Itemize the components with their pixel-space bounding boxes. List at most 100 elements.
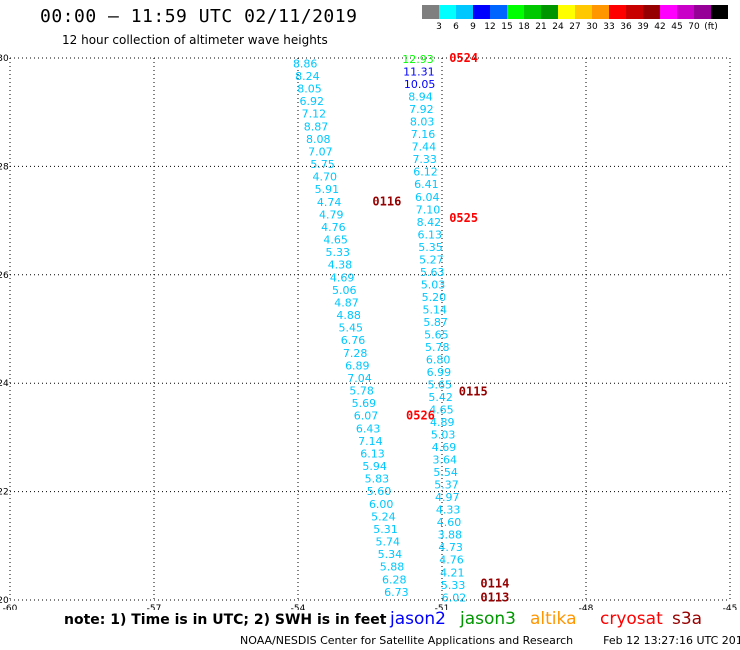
wave-height-value: 5.45	[339, 322, 364, 335]
wave-height-value: 5.69	[352, 397, 377, 410]
scale-swatch	[541, 5, 558, 19]
wave-height-value: 7.10	[416, 203, 441, 216]
wave-height-value: 6.02	[442, 591, 467, 604]
wave-height-value: 6.41	[414, 178, 439, 191]
scale-swatch	[575, 5, 592, 19]
wave-height-value: 5.60	[367, 485, 392, 498]
pass-time-label: 0115	[459, 384, 488, 398]
credit-line: NOAA/NESDIS Center for Satellite Applica…	[240, 634, 740, 647]
wave-height-value: 4.88	[336, 309, 361, 322]
wave-height-value: 10.05	[404, 78, 436, 91]
wave-height-value: 7.33	[412, 153, 437, 166]
scale-swatch	[473, 5, 490, 19]
wave-height-value: 5.31	[373, 523, 398, 536]
wave-height-value: 4.76	[321, 221, 346, 234]
pass-time-label: 0526	[406, 409, 435, 423]
scale-label: 9	[470, 22, 476, 32]
wave-height-value: 5.27	[419, 253, 444, 266]
wave-height-value: 5.20	[422, 291, 447, 304]
wave-height-value: 4.38	[328, 259, 353, 272]
scale-swatch	[490, 5, 507, 19]
footnote: note: 1) Time is in UTC; 2) SWH is in fe…	[64, 612, 387, 628]
wave-height-value: 4.89	[430, 416, 455, 429]
satellite-legend-jason3: jason3	[460, 609, 516, 629]
scale-label: 70	[688, 22, 700, 32]
wave-height-value: 6.13	[417, 228, 442, 241]
wave-height-value: 8.24	[295, 70, 320, 83]
scale-swatch	[677, 5, 694, 19]
satellite-legend-s3a: s3a	[672, 609, 703, 629]
wave-height-value: 6.12	[413, 166, 438, 179]
scale-swatch	[626, 5, 643, 19]
wave-height-value: 6.00	[369, 498, 394, 511]
scale-swatch	[456, 5, 473, 19]
x-tick-label: -48	[579, 604, 594, 610]
scale-swatch	[524, 5, 541, 19]
wave-height-value: 5.14	[422, 303, 447, 316]
scale-label: 21	[535, 22, 547, 32]
pass-time-label: 0114	[480, 577, 509, 591]
satellite-legend-cryosat: cryosat	[600, 609, 663, 629]
scale-swatch	[609, 5, 626, 19]
wave-height-value: 6.80	[426, 353, 451, 366]
wave-height-value: 5.87	[423, 316, 448, 329]
generated-timestamp: Feb 12 13:27:16 UTC 2019	[603, 634, 740, 647]
pass-time-label: 0525	[449, 211, 478, 225]
wave-height-value: 5.24	[371, 510, 396, 523]
wave-height-value: 4.87	[334, 296, 359, 309]
scale-swatch	[439, 5, 456, 19]
wave-height-value: 5.65	[428, 379, 453, 392]
scale-swatch	[422, 5, 439, 19]
wave-height-value: 6.28	[382, 573, 407, 586]
wave-height-value: 5.06	[332, 284, 357, 297]
wave-height-value: 6.43	[356, 422, 381, 435]
wave-height-value: 8.42	[417, 216, 442, 229]
wave-height-value: 4.73	[438, 541, 463, 554]
wave-height-value: 5.34	[378, 548, 403, 561]
wave-height-value: 5.63	[420, 266, 445, 279]
wave-height-value: 4.60	[437, 516, 462, 529]
page-title: 00:00 – 11:59 UTC 02/11/2019	[40, 6, 358, 27]
pass-time-label: 0113	[480, 590, 509, 604]
scale-label: 42	[654, 22, 666, 32]
wave-height-value: 4.76	[439, 554, 464, 567]
wave-height-value: 6.76	[341, 334, 366, 347]
wave-height-value: 5.65	[424, 328, 449, 341]
scale-label: 15	[501, 22, 513, 32]
scale-swatch	[643, 5, 660, 19]
scale-label: 39	[637, 22, 649, 32]
wave-height-value: 7.12	[302, 108, 327, 121]
wave-height-value: 4.65	[323, 234, 348, 247]
pass-time-label: 0116	[372, 195, 401, 209]
y-tick-label: 20	[0, 596, 9, 606]
scale-label: 12	[484, 22, 496, 32]
x-tick-label: -54	[291, 604, 306, 610]
wave-height-value: 3.88	[438, 529, 463, 542]
wave-height-value: 8.03	[410, 116, 435, 129]
x-tick-label: -57	[147, 604, 162, 610]
wave-height-value: 5.03	[431, 429, 456, 442]
scale-label: 27	[569, 22, 581, 32]
scale-label: 33	[603, 22, 615, 32]
wave-height-value: 4.70	[312, 171, 337, 184]
wave-height-value: 7.16	[411, 128, 436, 141]
wave-height-value: 7.44	[412, 141, 437, 154]
wave-height-value: 7.14	[358, 435, 383, 448]
wave-height-value: 6.04	[415, 191, 440, 204]
scale-label: 3	[436, 22, 442, 32]
wave-height-value: 6.13	[360, 447, 385, 460]
wave-height-value: 5.75	[310, 158, 335, 171]
wave-height-value: 5.33	[441, 579, 466, 592]
wave-height-value: 11.31	[403, 66, 435, 79]
wave-height-value: 7.28	[343, 347, 368, 360]
scale-label: (ft)	[704, 22, 718, 32]
y-tick-label: 28	[0, 162, 9, 172]
scale-swatch	[507, 5, 524, 19]
wave-height-value: 5.35	[418, 241, 443, 254]
wave-height-value: 8.86	[293, 57, 318, 70]
wave-height-value: 4.69	[432, 441, 457, 454]
scale-swatch	[660, 5, 677, 19]
wave-height-value: 4.33	[436, 504, 461, 517]
wave-height-value: 6.07	[354, 410, 379, 423]
